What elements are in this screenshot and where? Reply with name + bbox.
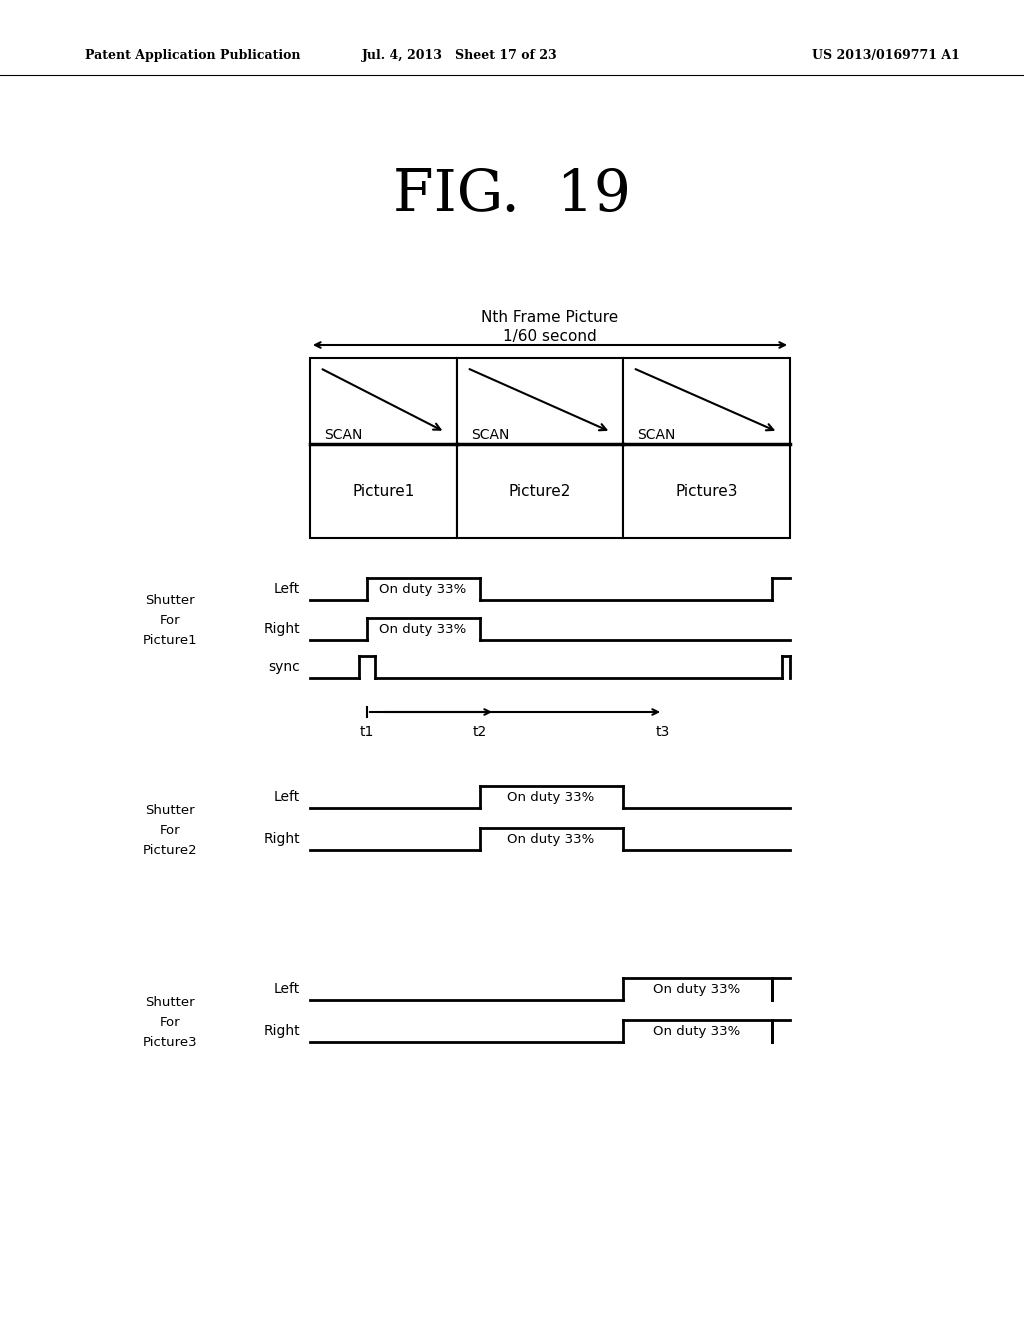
Text: Shutter: Shutter: [145, 995, 195, 1008]
Text: For: For: [160, 824, 180, 837]
Text: Picture1: Picture1: [142, 635, 198, 648]
Text: Picture3: Picture3: [675, 483, 737, 499]
Text: Left: Left: [273, 789, 300, 804]
Text: t2: t2: [473, 725, 487, 739]
Text: On duty 33%: On duty 33%: [379, 623, 467, 635]
Text: FIG.  19: FIG. 19: [393, 168, 631, 223]
Text: Patent Application Publication: Patent Application Publication: [85, 49, 300, 62]
Text: SCAN: SCAN: [637, 428, 676, 442]
Bar: [457, 358, 623, 539]
Text: Picture2: Picture2: [142, 843, 198, 857]
Text: sync: sync: [268, 660, 300, 675]
Text: SCAN: SCAN: [471, 428, 509, 442]
Text: Jul. 4, 2013   Sheet 17 of 23: Jul. 4, 2013 Sheet 17 of 23: [362, 49, 558, 62]
Text: Shutter: Shutter: [145, 594, 195, 607]
Text: For: For: [160, 1015, 180, 1028]
Text: Left: Left: [273, 982, 300, 997]
Text: t1: t1: [359, 725, 374, 739]
Text: On duty 33%: On duty 33%: [507, 833, 595, 846]
Text: Nth Frame Picture: Nth Frame Picture: [481, 310, 618, 326]
Text: SCAN: SCAN: [324, 428, 362, 442]
Text: t3: t3: [656, 725, 670, 739]
Text: Picture2: Picture2: [509, 483, 571, 499]
Bar: [310, 358, 457, 539]
Text: 1/60 second: 1/60 second: [503, 330, 597, 345]
Text: Shutter: Shutter: [145, 804, 195, 817]
Text: On duty 33%: On duty 33%: [379, 582, 467, 595]
Text: Picture3: Picture3: [142, 1035, 198, 1048]
Text: Right: Right: [263, 832, 300, 846]
Text: Right: Right: [263, 622, 300, 636]
Text: For: For: [160, 615, 180, 627]
Text: Picture1: Picture1: [352, 483, 415, 499]
Text: On duty 33%: On duty 33%: [653, 1024, 740, 1038]
Text: US 2013/0169771 A1: US 2013/0169771 A1: [812, 49, 961, 62]
Text: Right: Right: [263, 1024, 300, 1038]
Text: On duty 33%: On duty 33%: [653, 982, 740, 995]
Text: Left: Left: [273, 582, 300, 597]
Bar: [623, 358, 790, 539]
Text: On duty 33%: On duty 33%: [507, 791, 595, 804]
